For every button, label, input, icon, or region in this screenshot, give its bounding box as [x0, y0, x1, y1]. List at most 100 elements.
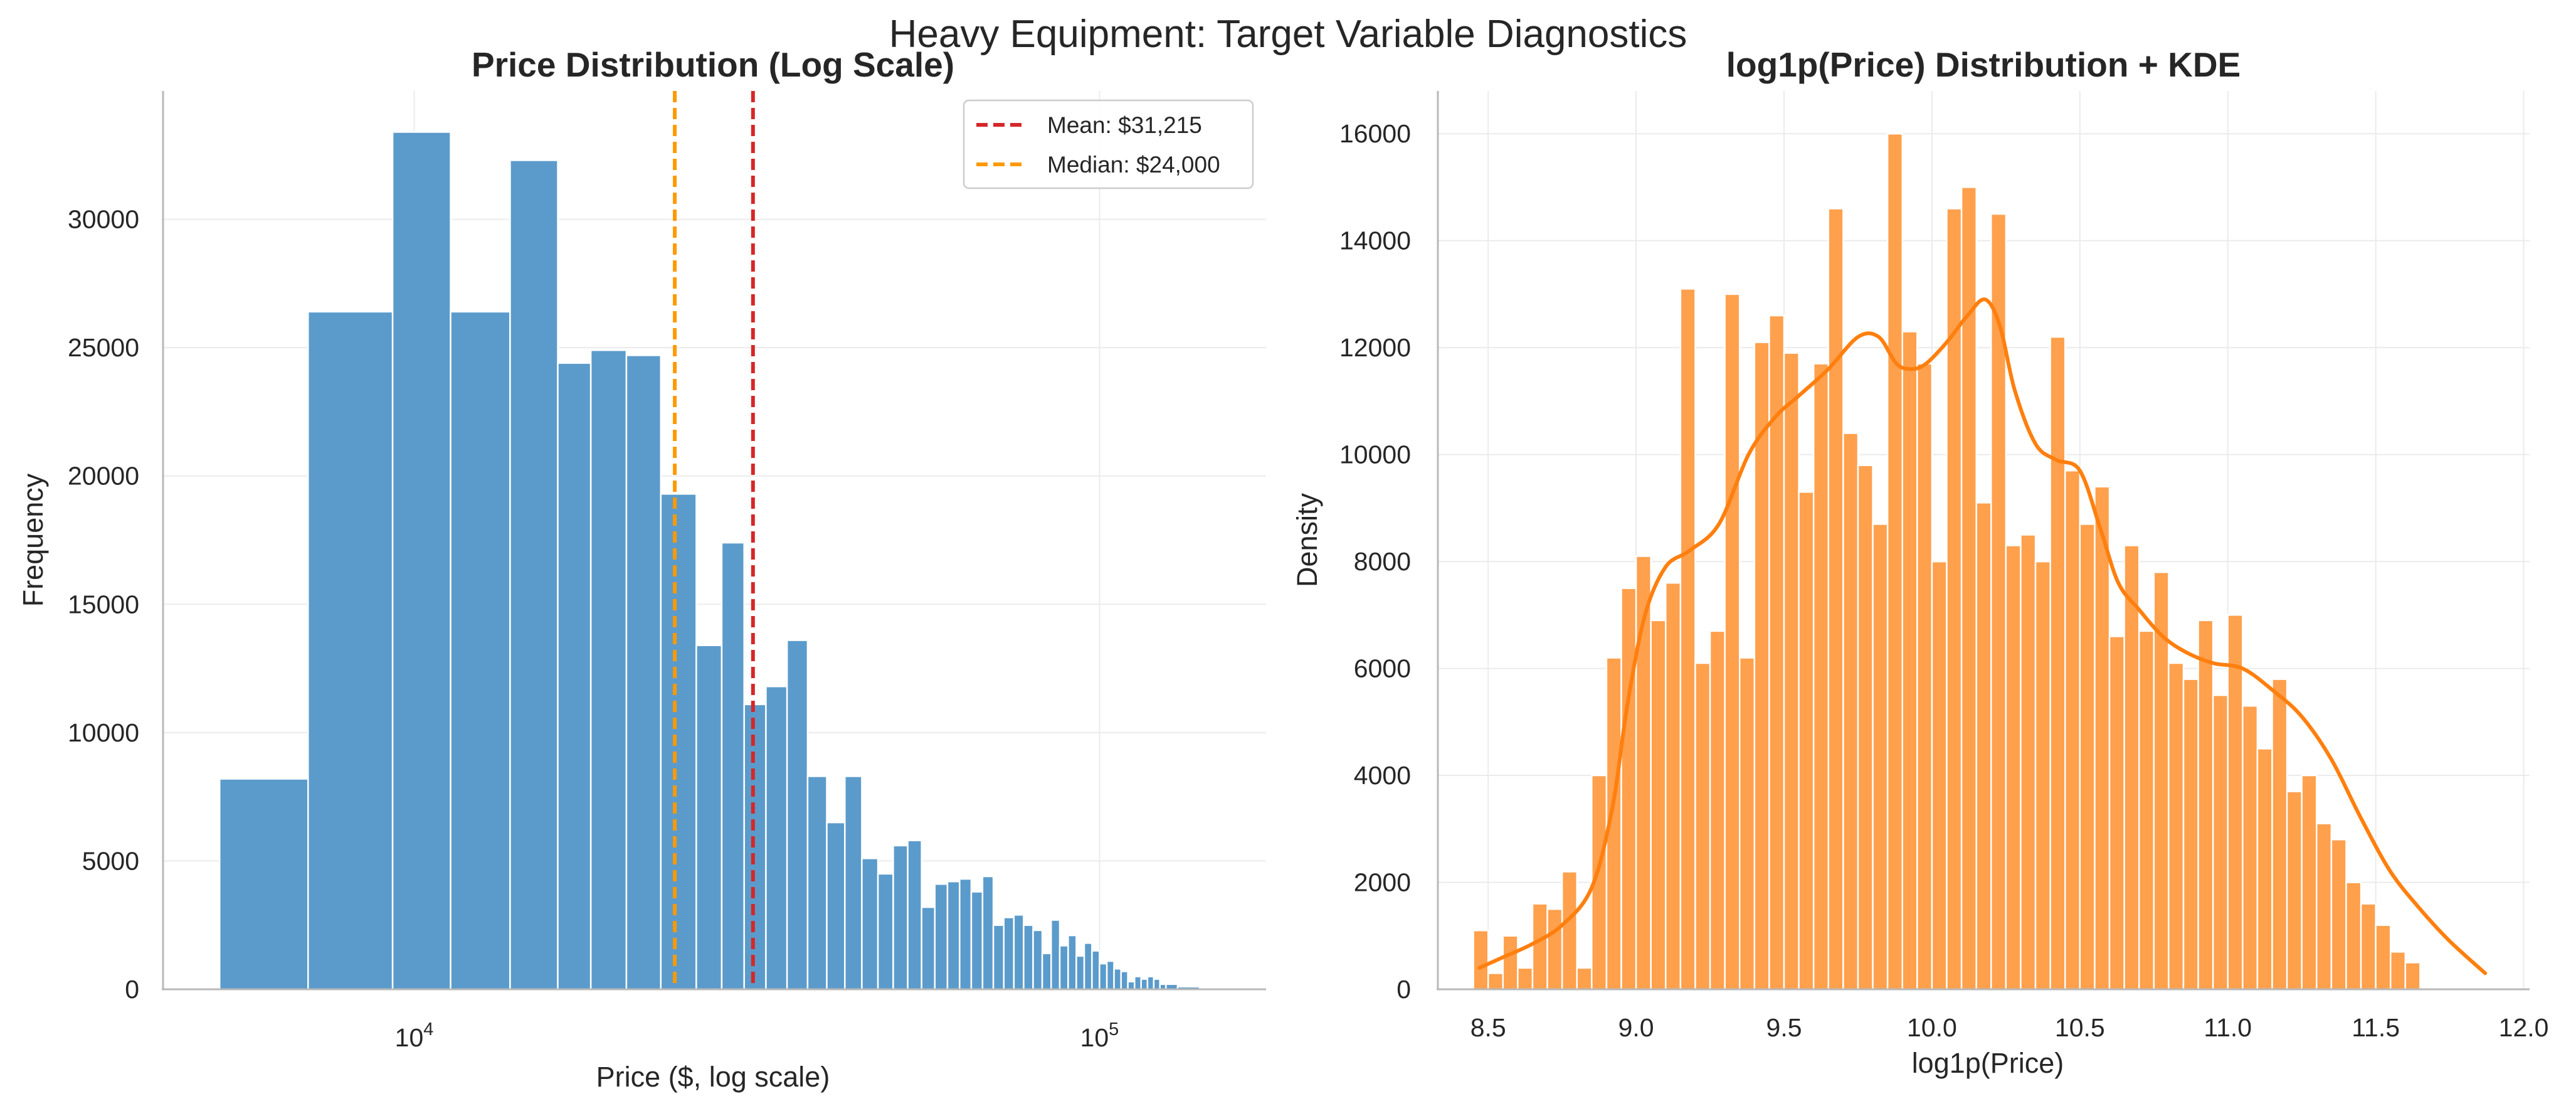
- log1p-distribution-panel: 0 2000 4000 6000 8000 10000 12000 14000 16000 8.…: [1291, 45, 2548, 1079]
- price-bar: [934, 883, 949, 991]
- price-reference-lines: [673, 91, 755, 989]
- price-bar: [992, 924, 1005, 991]
- price-bar: [1003, 917, 1015, 991]
- price-x-tick-labels: 104 105: [395, 1019, 1119, 1052]
- log1p-bar: [2197, 619, 2214, 991]
- log1p-y-tick-label: 4000: [1354, 761, 1411, 790]
- log1p-x-tick-labels: 8.5 9.0 9.5 10.0 10.5 11.0 11.5 12.0: [1470, 1013, 2549, 1042]
- log1p-bar: [1886, 132, 1904, 991]
- price-bar: [218, 778, 309, 991]
- price-bar: [907, 839, 922, 991]
- log1p-x-tick-label: 11.0: [2204, 1013, 2252, 1042]
- log1p-bar: [2182, 678, 2199, 991]
- price-bar: [391, 131, 451, 991]
- log1p-x-tick-label: 12.0: [2499, 1013, 2549, 1042]
- price-bar: [1146, 975, 1155, 991]
- log1p-x-tick-label: 10.0: [1907, 1013, 1957, 1042]
- price-bar: [786, 639, 809, 991]
- log1p-bar: [1487, 972, 1504, 991]
- price-bar: [450, 311, 511, 991]
- price-distribution-panel: 0 5000 10000 15000 20000 25000 30000 104 105 Pr…: [17, 45, 1266, 1093]
- price-bar: [1113, 968, 1122, 991]
- log1p-bar: [2020, 534, 2037, 991]
- log1p-bar: [2227, 614, 2244, 991]
- price-bar: [1058, 945, 1069, 991]
- log1p-bar: [2079, 523, 2096, 991]
- log1p-bar: [2168, 662, 2185, 991]
- log1p-bar: [2049, 336, 2066, 991]
- price-bar: [877, 873, 894, 991]
- log1p-x-tick-label: 10.5: [2055, 1013, 2105, 1042]
- log1p-bar: [2138, 630, 2155, 991]
- log1p-x-tick-label: 9.5: [1766, 1013, 1802, 1042]
- log1p-bar: [1679, 288, 1696, 991]
- price-bar: [1140, 978, 1149, 991]
- log1p-bar: [1724, 293, 1741, 991]
- log1p-bar: [1872, 523, 1889, 991]
- log1p-bar: [1827, 208, 1844, 991]
- log1p-y-tick-label: 12000: [1339, 333, 1411, 362]
- price-bar: [1106, 960, 1115, 991]
- log1p-y-tick-label: 6000: [1354, 654, 1411, 683]
- price-bar: [1041, 952, 1052, 991]
- log1p-histogram-bars: [1472, 132, 2421, 991]
- price-bar: [892, 844, 909, 991]
- legend-mean-label: Mean: $31,215: [1047, 112, 1202, 138]
- figure-suptitle: Heavy Equipment: Target Variable Diagnos…: [889, 13, 1687, 56]
- price-x-tick-label: 104: [395, 1019, 434, 1052]
- price-y-tick-label: 15000: [68, 590, 139, 619]
- log1p-bar: [2330, 839, 2347, 991]
- log1p-bar: [1531, 903, 1548, 991]
- log1p-y-tick-label: 0: [1396, 975, 1411, 1004]
- log1p-bar: [1842, 432, 1859, 991]
- log1p-bar: [1546, 908, 1563, 991]
- price-bar: [1120, 970, 1129, 991]
- log1p-bar: [2345, 881, 2362, 991]
- price-bar: [806, 775, 828, 991]
- log1p-bar: [1472, 929, 1489, 991]
- price-bar: [1013, 914, 1025, 991]
- price-bar: [1099, 962, 1108, 991]
- log1p-kde-curve: [1477, 297, 2488, 975]
- log1p-bar: [2256, 748, 2273, 991]
- log1p-bar: [2286, 790, 2303, 991]
- price-bar: [946, 880, 961, 991]
- log1p-bar: [1665, 582, 1682, 991]
- price-y-tick-label: 5000: [82, 846, 139, 875]
- price-bar: [1075, 955, 1085, 991]
- log1p-y-tick-label: 16000: [1339, 119, 1411, 148]
- price-bar: [844, 775, 863, 991]
- log1p-y-axis-label: Density: [1291, 492, 1323, 587]
- price-bar: [861, 858, 879, 991]
- log1p-x-axis-label: log1p(Price): [1912, 1047, 2064, 1079]
- price-y-axis-label: Frequency: [17, 473, 49, 607]
- price-bar: [1127, 981, 1136, 991]
- log1p-bar: [1620, 587, 1637, 991]
- log1p-bar: [1812, 363, 1830, 991]
- log1p-y-tick-labels: 0 2000 4000 6000 8000 10000 12000 14000 16000: [1339, 119, 1411, 1004]
- price-y-tick-label: 20000: [68, 462, 139, 491]
- log1p-bar: [2034, 560, 2051, 991]
- price-y-tick-labels: 0 5000 10000 15000 20000 25000 30000: [68, 205, 139, 1004]
- price-bar: [721, 541, 745, 991]
- log1p-x-tick-label: 9.0: [1618, 1013, 1654, 1042]
- log1p-bar: [2301, 774, 2318, 991]
- legend-median-label: Median: $24,000: [1047, 152, 1220, 178]
- log1p-bar: [2316, 822, 2333, 991]
- price-bar: [1083, 942, 1093, 991]
- log1p-bar: [1901, 331, 1918, 991]
- log1p-bar: [1650, 619, 1667, 991]
- log1p-bar: [1739, 657, 1756, 991]
- log1p-bar: [1502, 935, 1519, 991]
- log1p-bar: [1561, 871, 1578, 991]
- log1p-bar: [2005, 545, 2022, 991]
- log1p-bar: [1990, 213, 2007, 991]
- price-bar: [660, 493, 697, 991]
- price-bar: [981, 875, 995, 991]
- log1p-bar: [1916, 363, 1933, 991]
- price-bar: [695, 644, 723, 991]
- log1p-bar: [1694, 662, 1711, 991]
- log1p-bar: [2123, 545, 2140, 991]
- log1p-bar: [2389, 951, 2407, 991]
